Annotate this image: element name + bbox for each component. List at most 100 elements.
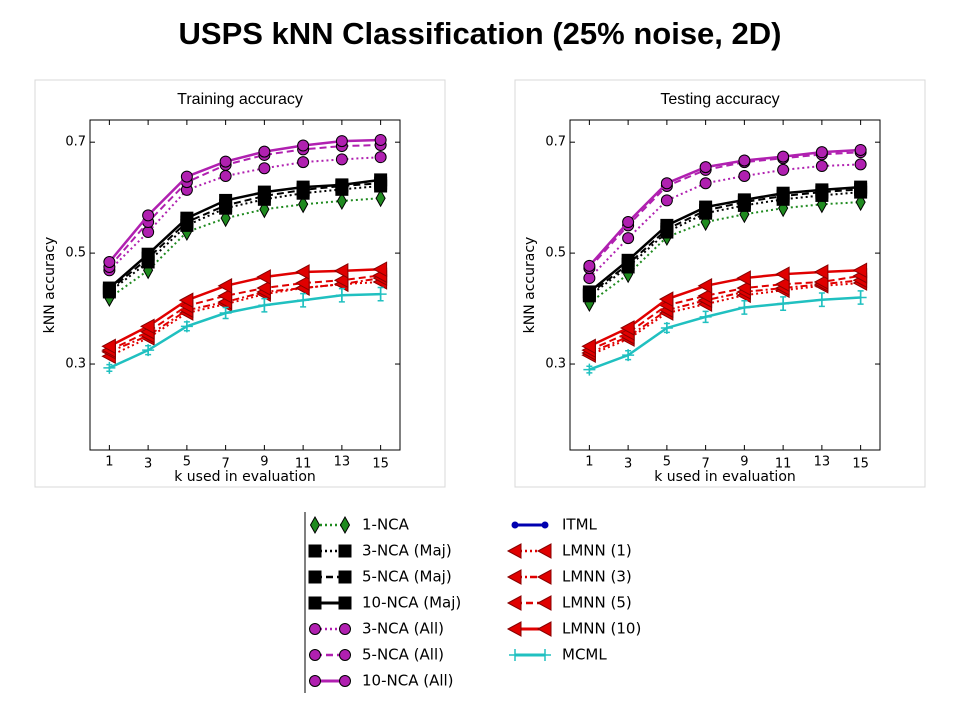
plot-frame <box>89 119 401 451</box>
marker <box>699 310 712 323</box>
marker <box>582 285 596 299</box>
marker <box>256 269 271 285</box>
x-tick-label: 5 <box>183 455 191 470</box>
legend-marker <box>339 649 351 661</box>
x-tick-label: 9 <box>260 455 268 470</box>
legend-marker <box>309 515 321 535</box>
x-tick-label: 5 <box>663 455 671 470</box>
series-line <box>588 296 861 371</box>
marker <box>854 143 867 156</box>
marker <box>298 195 309 214</box>
marker <box>737 193 751 207</box>
marker <box>852 262 868 279</box>
legend-label: 3-NCA (Maj) <box>362 542 452 560</box>
marker <box>374 173 388 187</box>
marker <box>583 259 596 272</box>
legend-marker <box>338 570 352 584</box>
marker <box>738 301 751 314</box>
legend-marker <box>506 621 522 637</box>
marker <box>815 293 828 306</box>
x-tick-label: 1 <box>105 455 113 470</box>
marker <box>335 289 348 302</box>
series-line <box>108 292 381 370</box>
marker <box>374 151 387 164</box>
marker <box>295 264 310 280</box>
series-line <box>588 148 861 267</box>
legend-label: 1-NCA <box>362 516 410 534</box>
marker <box>777 150 790 163</box>
legend-marker <box>308 596 322 610</box>
marker <box>699 161 712 174</box>
marker <box>374 133 387 146</box>
marker <box>258 162 271 175</box>
marker <box>336 191 347 210</box>
marker <box>583 272 596 285</box>
marker <box>699 177 712 190</box>
legend-label: MCML <box>562 646 607 664</box>
marker <box>180 211 194 225</box>
marker <box>813 274 829 290</box>
legend-label: LMNN (1) <box>562 542 632 560</box>
legend-marker <box>506 543 522 559</box>
legend-marker <box>339 515 351 535</box>
marker <box>738 154 751 167</box>
marker <box>372 261 388 278</box>
marker <box>660 218 674 232</box>
marker <box>103 255 116 268</box>
marker <box>217 287 233 304</box>
marker <box>854 180 868 194</box>
marker <box>258 299 271 312</box>
legend-label: LMNN (10) <box>562 620 641 638</box>
x-axis-label: k used in evaluation <box>174 469 316 485</box>
marker <box>622 232 635 245</box>
x-axis-label: k used in evaluation <box>654 469 796 485</box>
legend-marker <box>309 675 321 687</box>
marker <box>775 276 790 293</box>
panel-border <box>514 79 926 488</box>
subplot-title: Training accuracy <box>177 91 303 108</box>
marker <box>854 158 867 171</box>
marker <box>813 264 829 280</box>
legend-marker <box>539 649 551 661</box>
marker <box>697 277 713 294</box>
legend-marker <box>511 521 519 529</box>
legend-label: 5-NCA (All) <box>362 646 444 664</box>
marker <box>142 209 155 222</box>
x-tick-label: 1 <box>585 455 593 470</box>
marker <box>854 291 867 304</box>
plot-frame <box>569 119 881 451</box>
marker <box>101 338 116 355</box>
y-tick-label: 0.5 <box>545 246 566 261</box>
legend-marker <box>309 649 321 661</box>
marker <box>219 155 232 168</box>
marker <box>738 170 751 183</box>
marker <box>777 297 790 310</box>
x-tick-label: 11 <box>295 457 312 472</box>
y-tick-label: 0.7 <box>545 135 566 150</box>
legend-marker <box>541 521 549 529</box>
marker <box>103 361 116 374</box>
marker <box>335 178 349 192</box>
marker <box>777 163 790 176</box>
x-tick-label: 15 <box>372 457 389 472</box>
series-line <box>588 163 861 279</box>
marker <box>180 320 193 333</box>
marker <box>219 307 232 320</box>
marker <box>256 280 271 296</box>
marker <box>815 160 828 173</box>
legend-label: 10-NCA (Maj) <box>362 594 461 612</box>
marker <box>620 320 635 336</box>
legend-marker <box>339 675 351 687</box>
series-line <box>108 143 381 268</box>
legend-label: LMNN (3) <box>562 568 632 586</box>
legend-marker <box>536 595 552 611</box>
marker <box>776 186 790 200</box>
marker <box>374 288 387 301</box>
marker <box>658 291 674 307</box>
y-tick-label: 0.7 <box>65 135 86 150</box>
legend-marker <box>536 543 552 559</box>
marker <box>622 349 635 362</box>
marker <box>217 277 233 294</box>
marker <box>660 177 673 190</box>
